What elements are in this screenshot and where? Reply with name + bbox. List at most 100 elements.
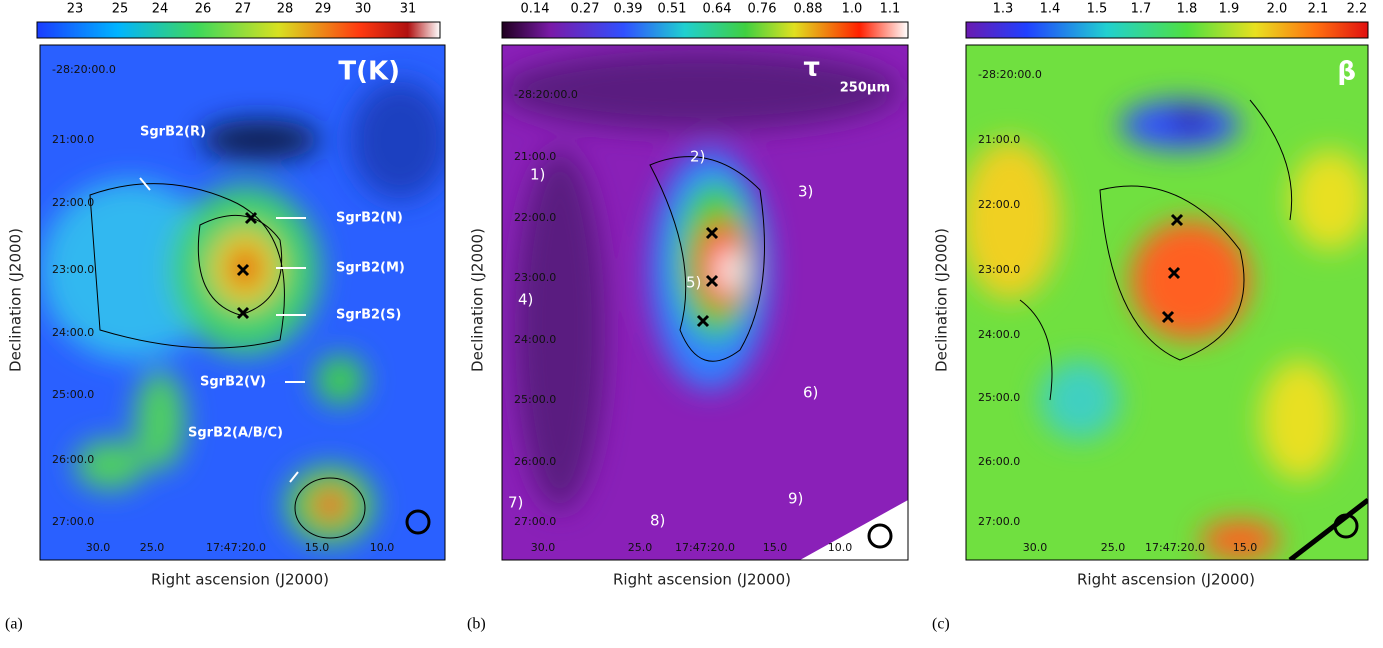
colorbar-tick-label: 0.64 — [703, 2, 732, 17]
x-axis-label: Right ascension (J2000) — [151, 571, 329, 589]
colorbar-tick-label: 0.76 — [748, 2, 777, 17]
y-tick-label: 22:00.0 — [514, 211, 556, 224]
colorbar-tick-label: 2.1 — [1308, 2, 1329, 17]
x-tick-label: 15.0 — [305, 541, 330, 554]
map-a — [40, 45, 445, 560]
x-tick-label: 17:47:20.0 — [675, 541, 735, 554]
x-tick-label: 30.0 — [531, 541, 556, 554]
y-tick-label: 26:00.0 — [514, 455, 556, 468]
x-axis-label: Right ascension (J2000) — [613, 571, 791, 589]
annotation: SgrB2(M) — [336, 261, 405, 276]
colorbar-tick-label: 0.88 — [794, 2, 823, 17]
panel-title-sub: 250μm — [840, 81, 890, 96]
panel-label: (a) — [5, 616, 23, 633]
y-tick-label: 24:00.0 — [52, 326, 94, 339]
annotation: 5) — [686, 274, 701, 292]
y-tick-label: 27:00.0 — [514, 515, 556, 528]
y-tick-label: -28:20:00.0 — [514, 88, 578, 101]
colorbar-tick-label: 27 — [235, 2, 252, 17]
colorbar-tick-label: 30 — [355, 2, 372, 17]
annotation: SgrB2(S) — [336, 308, 401, 323]
colorbar-tick-label: 1.5 — [1087, 2, 1108, 17]
y-tick-label: 26:00.0 — [978, 455, 1020, 468]
x-tick-label: 15.0 — [1233, 541, 1258, 554]
colorbar-tick-label: 29 — [315, 2, 332, 17]
colorbar-tick-label: 1.7 — [1131, 2, 1152, 17]
y-tick-label: 25:00.0 — [514, 393, 556, 406]
y-tick-label: 23:00.0 — [978, 263, 1020, 276]
panel-label: (c) — [932, 616, 950, 633]
colorbar-tick-label: 0.39 — [614, 2, 643, 17]
annotation: SgrB2(A/B/C) — [188, 426, 283, 441]
annotation: SgrB2(R) — [140, 125, 206, 140]
colorbar-tick-label: 26 — [195, 2, 212, 17]
x-tick-label: 25.0 — [140, 541, 165, 554]
map-c — [966, 45, 1368, 560]
x-tick-label: 17:47:20.0 — [206, 541, 266, 554]
panel-label: (b) — [467, 616, 486, 633]
colorbar-tick-label: 2.2 — [1347, 2, 1368, 17]
annotation: 4) — [518, 291, 533, 309]
y-tick-label: 25:00.0 — [52, 388, 94, 401]
colorbar — [965, 21, 1369, 39]
annotation: 8) — [650, 512, 665, 530]
x-tick-label: 30.0 — [86, 541, 111, 554]
annotation: SgrB2(N) — [336, 211, 403, 226]
annotation: 1) — [530, 166, 545, 184]
annotation: 7) — [508, 494, 523, 512]
annotation: 3) — [798, 183, 813, 201]
colorbar-tick-label: 25 — [112, 2, 129, 17]
y-tick-label: -28:20:00.0 — [52, 63, 116, 76]
x-axis-label: Right ascension (J2000) — [1077, 571, 1255, 589]
colorbar-tick-label: 1.1 — [880, 2, 901, 17]
y-tick-label: 22:00.0 — [52, 196, 94, 209]
x-tick-label: 17:47:20.0 — [1145, 541, 1205, 554]
colorbar — [501, 21, 909, 39]
panel-title: T(K) — [338, 57, 400, 87]
x-tick-label: 10.0 — [370, 541, 395, 554]
y-axis-label: Declination (J2000) — [933, 228, 951, 372]
x-tick-label: 25.0 — [628, 541, 653, 554]
y-tick-label: 23:00.0 — [52, 263, 94, 276]
x-tick-label: 15.0 — [763, 541, 788, 554]
colorbar-tick-label: 1.3 — [993, 2, 1014, 17]
colorbar-tick-label: 28 — [277, 2, 294, 17]
y-tick-label: 23:00.0 — [514, 271, 556, 284]
y-tick-label: 26:00.0 — [52, 453, 94, 466]
x-tick-label: 25.0 — [1101, 541, 1126, 554]
annotation: SgrB2(V) — [200, 375, 266, 390]
colorbar-tick-label: 1.4 — [1040, 2, 1061, 17]
y-tick-label: 27:00.0 — [52, 515, 94, 528]
y-tick-label: 21:00.0 — [978, 133, 1020, 146]
y-axis-label: Declination (J2000) — [7, 228, 25, 372]
colorbar-tick-label: 0.27 — [571, 2, 600, 17]
y-tick-label: 24:00.0 — [978, 328, 1020, 341]
map-b — [502, 45, 908, 560]
colorbar-tick-label: 1.8 — [1177, 2, 1198, 17]
panel-title: β — [1337, 57, 1356, 87]
x-tick-label: 10.0 — [828, 541, 853, 554]
colorbar-tick-label: 1.9 — [1219, 2, 1240, 17]
colorbar-tick-label: 23 — [67, 2, 84, 17]
y-axis-label: Declination (J2000) — [469, 228, 487, 372]
panel-title: τ — [803, 53, 820, 83]
x-tick-label: 30.0 — [1023, 541, 1048, 554]
annotation: 2) — [690, 148, 705, 166]
colorbar — [36, 21, 441, 39]
y-tick-label: 21:00.0 — [514, 150, 556, 163]
colorbar-tick-label: 2.0 — [1267, 2, 1288, 17]
y-tick-label: 25:00.0 — [978, 391, 1020, 404]
y-tick-label: 24:00.0 — [514, 333, 556, 346]
frame — [501, 44, 909, 561]
frame — [39, 44, 446, 561]
colorbar-tick-label: 24 — [152, 2, 169, 17]
y-tick-label: 22:00.0 — [978, 198, 1020, 211]
colorbar-tick-label: 1.0 — [842, 2, 863, 17]
y-tick-label: -28:20:00.0 — [978, 68, 1042, 81]
colorbar-tick-label: 0.14 — [521, 2, 550, 17]
y-tick-label: 21:00.0 — [52, 133, 94, 146]
colorbar-tick-label: 31 — [400, 2, 417, 17]
frame — [965, 44, 1369, 561]
colorbar-tick-label: 0.51 — [658, 2, 687, 17]
